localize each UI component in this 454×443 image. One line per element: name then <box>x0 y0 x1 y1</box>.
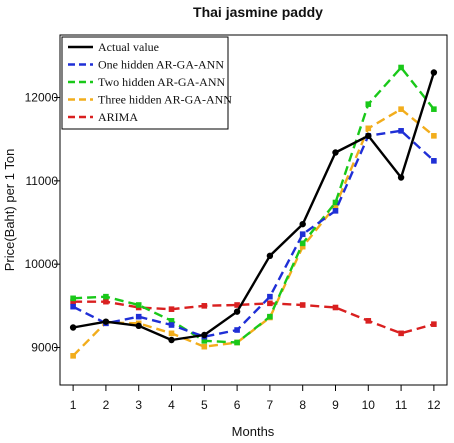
data-point <box>168 336 175 344</box>
x-tick-label: 3 <box>135 398 142 412</box>
data-point <box>332 304 339 311</box>
x-tick-label: 7 <box>267 398 274 412</box>
data-point <box>398 128 404 134</box>
x-tick-label: 11 <box>395 398 408 412</box>
data-point <box>103 298 109 305</box>
data-point <box>430 69 438 76</box>
data-point <box>70 295 76 302</box>
data-point <box>234 327 240 333</box>
data-point <box>70 303 76 310</box>
data-point <box>234 302 240 308</box>
data-point <box>299 220 306 228</box>
data-point <box>201 338 208 344</box>
data-point <box>70 298 76 305</box>
data-point <box>431 106 437 112</box>
data-point <box>168 318 175 324</box>
legend-label: Two hidden AR-GA-ANN <box>98 75 225 89</box>
data-point <box>398 64 404 71</box>
data-point <box>299 231 306 237</box>
x-tick-label: 10 <box>362 398 376 412</box>
data-point <box>332 149 339 156</box>
series-three-hidden-ar-ga-ann <box>70 106 437 359</box>
data-point <box>365 132 372 140</box>
series-layer <box>69 64 438 359</box>
y-tick-label: 11000 <box>26 174 59 188</box>
series-one-hidden-ar-ga-ann <box>70 128 437 340</box>
series-line <box>72 107 435 357</box>
data-point <box>397 174 405 181</box>
data-point <box>69 324 77 331</box>
data-point <box>365 125 372 132</box>
data-point <box>332 203 339 209</box>
x-tick-label: 6 <box>234 398 241 412</box>
x-tick-label: 8 <box>299 398 306 412</box>
data-point <box>299 302 306 308</box>
data-point <box>267 313 273 320</box>
x-tick-label: 2 <box>103 398 110 412</box>
series-two-hidden-ar-ga-ann <box>70 64 437 346</box>
legend-label: Actual value <box>98 40 159 54</box>
data-point <box>266 252 274 260</box>
data-point <box>299 243 306 250</box>
data-point <box>431 158 437 164</box>
data-point <box>398 330 404 337</box>
series-line <box>73 66 435 344</box>
chart-title: Thai jasmine paddy <box>193 4 323 20</box>
x-axis-label: Months <box>232 424 275 439</box>
data-point <box>233 308 241 315</box>
data-point <box>70 353 76 359</box>
data-point <box>332 199 339 206</box>
data-point <box>431 133 437 139</box>
legend: Actual value One hidden AR-GA-ANN Two hidd… <box>61 36 232 130</box>
y-tick-label: 10000 <box>25 257 59 271</box>
data-point <box>201 303 208 309</box>
series-actual-value <box>69 69 438 344</box>
series-line <box>72 72 436 342</box>
data-point <box>398 106 404 112</box>
data-point <box>168 306 175 312</box>
x-tick-label: 4 <box>168 398 175 412</box>
legend-label: Three hidden AR-GA-ANN <box>98 93 232 107</box>
plot-frame <box>59 34 448 386</box>
data-point <box>103 293 109 300</box>
data-point <box>365 101 372 107</box>
legend-label: ARIMA <box>98 110 138 124</box>
series-line <box>72 129 435 338</box>
data-point <box>168 322 175 328</box>
y-tick-label: 12000 <box>25 91 59 105</box>
legend-label: One hidden AR-GA-ANN <box>98 58 224 72</box>
data-point <box>431 321 437 327</box>
x-tick-label: 5 <box>201 398 208 412</box>
data-point <box>135 313 142 320</box>
data-point <box>299 240 306 247</box>
data-point <box>201 343 208 350</box>
data-point <box>365 318 372 324</box>
series-arima <box>70 298 437 337</box>
series-line <box>73 300 435 335</box>
data-point <box>201 331 208 339</box>
data-point <box>102 318 110 325</box>
legend-box <box>61 36 229 130</box>
data-point <box>332 208 339 214</box>
data-point <box>234 339 240 346</box>
data-point <box>168 330 175 337</box>
data-point <box>267 300 273 307</box>
data-point <box>267 293 273 300</box>
data-point <box>135 322 142 330</box>
x-tick-label: 1 <box>70 398 77 412</box>
x-tick-label: 9 <box>332 398 339 412</box>
x-tick-label: 12 <box>427 398 441 412</box>
data-point <box>135 302 142 308</box>
y-axis-label: Price(Baht) per 1 Ton <box>2 149 17 272</box>
y-tick-label: 9000 <box>31 341 58 355</box>
